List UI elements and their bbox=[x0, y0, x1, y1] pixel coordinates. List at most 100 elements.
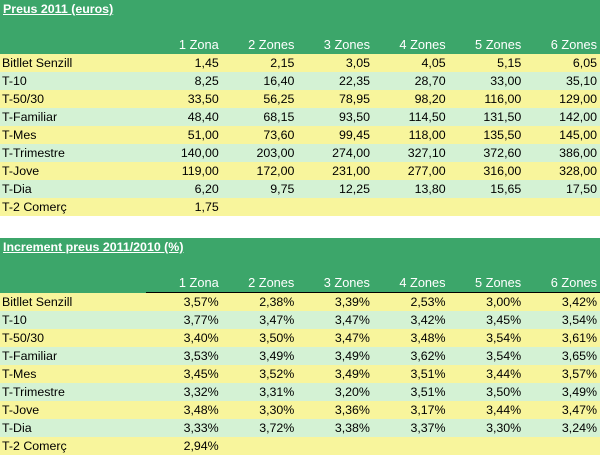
prices-cell: 5,15 bbox=[448, 54, 525, 72]
increment-row-label: T-Mes bbox=[0, 365, 147, 383]
increment-cell bbox=[221, 437, 298, 455]
prices-cell: 51,00 bbox=[146, 126, 222, 144]
prices-row-label: T-Jove bbox=[0, 162, 147, 180]
increment-spacer bbox=[0, 256, 600, 274]
increment-cell: 2,94% bbox=[146, 437, 222, 455]
prices-cell: 116,00 bbox=[448, 90, 525, 108]
increment-cell: 3,65% bbox=[524, 347, 600, 365]
increment-row: Bitllet Senzill 3,57% 2,38% 3,39% 2,53% 3,00%… bbox=[0, 292, 600, 311]
prices-header-corner bbox=[0, 36, 147, 54]
increment-row: T-50/30 3,40% 3,50% 3,47% 3,48% 3,54% 3,61% bbox=[0, 329, 600, 347]
increment-cell: 3,31% bbox=[221, 383, 298, 401]
increment-row-label: T-Familiar bbox=[0, 347, 147, 365]
increment-cell: 3,49% bbox=[524, 383, 600, 401]
prices-cell: 16,40 bbox=[221, 72, 298, 90]
prices-row-label: T-50/30 bbox=[0, 90, 147, 108]
increment-cell: 2,53% bbox=[372, 292, 449, 311]
prices-cell: 9,75 bbox=[221, 180, 298, 198]
prices-column-header: 2 Zones bbox=[221, 36, 298, 54]
price-increment-table: Increment preus 2011/2010 (%) 1 Zona 2 Zon… bbox=[0, 238, 600, 455]
increment-column-header: 4 Zones bbox=[372, 274, 449, 293]
prices-cell: 1,45 bbox=[146, 54, 222, 72]
increment-cell: 3,57% bbox=[146, 292, 222, 311]
increment-cell bbox=[297, 437, 373, 455]
prices-cell: 28,70 bbox=[373, 72, 449, 90]
prices-cell: 274,00 bbox=[297, 144, 374, 162]
prices-cell: 1,75 bbox=[146, 198, 222, 216]
increment-title: Increment preus 2011/2010 (%) bbox=[0, 238, 600, 256]
increment-cell: 3,00% bbox=[448, 292, 525, 311]
increment-cell: 3,38% bbox=[297, 419, 373, 437]
prices-cell: 114,50 bbox=[373, 108, 449, 126]
prices-cell: 56,25 bbox=[221, 90, 298, 108]
prices-cell: 6,20 bbox=[146, 180, 222, 198]
prices-column-header: 6 Zones bbox=[524, 36, 600, 54]
increment-cell: 3,51% bbox=[372, 365, 449, 383]
prices-cell: 135,50 bbox=[448, 126, 525, 144]
prices-cell: 17,50 bbox=[524, 180, 600, 198]
prices-cell: 140,00 bbox=[146, 144, 222, 162]
prices-column-header: 1 Zona bbox=[146, 36, 222, 54]
prices-cell: 328,00 bbox=[524, 162, 600, 180]
increment-column-header: 3 Zones bbox=[297, 274, 373, 293]
increment-cell: 3,45% bbox=[448, 311, 525, 329]
prices-cell: 172,00 bbox=[221, 162, 298, 180]
increment-cell: 3,47% bbox=[297, 329, 373, 347]
prices-title: Preus 2011 (euros) bbox=[0, 0, 600, 18]
prices-row: T-Mes 51,00 73,60 99,45 118,00 135,50 145,00 bbox=[0, 126, 600, 144]
prices-column-header: 3 Zones bbox=[297, 36, 374, 54]
increment-row: T-Jove 3,48% 3,30% 3,36% 3,17% 3,44% 3,47% bbox=[0, 401, 600, 419]
increment-cell: 3,45% bbox=[146, 365, 222, 383]
increment-row: T-10 3,77% 3,47% 3,47% 3,42% 3,45% 3,54% bbox=[0, 311, 600, 329]
prices-cell: 327,10 bbox=[373, 144, 449, 162]
prices-header-row: 1 Zona 2 Zones 3 Zones 4 Zones 5 Zones 6 Zone… bbox=[0, 36, 600, 54]
prices-cell: 99,45 bbox=[297, 126, 374, 144]
increment-column-header: 2 Zones bbox=[221, 274, 298, 293]
prices-row: T-Dia 6,20 9,75 12,25 13,80 15,65 17,50 bbox=[0, 180, 600, 198]
prices-row: T-10 8,25 16,40 22,35 28,70 33,00 35,10 bbox=[0, 72, 600, 90]
increment-cell bbox=[524, 437, 600, 455]
prices-spacer bbox=[0, 18, 600, 36]
increment-spacer-row bbox=[0, 256, 600, 274]
prices-cell: 35,10 bbox=[524, 72, 600, 90]
prices-row-label: T-2 Comerç bbox=[0, 198, 147, 216]
increment-cell: 3,20% bbox=[297, 383, 373, 401]
increment-header-corner bbox=[0, 274, 147, 293]
increment-column-header: 5 Zones bbox=[448, 274, 525, 293]
increment-cell: 3,33% bbox=[146, 419, 222, 437]
increment-cell: 3,77% bbox=[146, 311, 222, 329]
increment-cell: 3,44% bbox=[448, 365, 525, 383]
prices-cell: 68,15 bbox=[221, 108, 298, 126]
increment-cell: 3,72% bbox=[221, 419, 298, 437]
prices-cell: 98,20 bbox=[373, 90, 449, 108]
increment-cell: 3,30% bbox=[221, 401, 298, 419]
increment-row: T-Trimestre 3,32% 3,31% 3,20% 3,51% 3,50% 3,49… bbox=[0, 383, 600, 401]
prices-row: T-2 Comerç 1,75 bbox=[0, 198, 600, 216]
increment-cell: 3,49% bbox=[297, 365, 373, 383]
increment-cell: 3,39% bbox=[297, 292, 373, 311]
increment-cell: 3,54% bbox=[448, 347, 525, 365]
increment-row-label: T-2 Comerç bbox=[0, 437, 147, 455]
prices-cell: 13,80 bbox=[373, 180, 449, 198]
increment-row-label: T-50/30 bbox=[0, 329, 147, 347]
increment-cell: 3,49% bbox=[221, 347, 298, 365]
increment-row-label: T-10 bbox=[0, 311, 147, 329]
increment-cell: 3,52% bbox=[221, 365, 298, 383]
prices-cell: 386,00 bbox=[524, 144, 600, 162]
increment-cell: 3,48% bbox=[146, 401, 222, 419]
prices-2011-table: Preus 2011 (euros) 1 Zona 2 Zones 3 Zones 4 … bbox=[0, 0, 600, 216]
prices-row-label: T-Mes bbox=[0, 126, 147, 144]
increment-cell: 3,42% bbox=[524, 292, 600, 311]
prices-cell: 231,00 bbox=[297, 162, 374, 180]
prices-row: Bitllet Senzill 1,45 2,15 3,05 4,05 5,15 6,05 bbox=[0, 54, 600, 72]
prices-row-label: T-Familiar bbox=[0, 108, 147, 126]
increment-cell: 3,57% bbox=[524, 365, 600, 383]
prices-cell: 12,25 bbox=[297, 180, 374, 198]
prices-cell: 118,00 bbox=[373, 126, 449, 144]
increment-cell: 3,50% bbox=[221, 329, 298, 347]
increment-cell: 3,24% bbox=[524, 419, 600, 437]
prices-cell: 73,60 bbox=[221, 126, 298, 144]
prices-cell bbox=[524, 198, 600, 216]
prices-title-row: Preus 2011 (euros) bbox=[0, 0, 600, 18]
increment-cell: 3,50% bbox=[448, 383, 525, 401]
